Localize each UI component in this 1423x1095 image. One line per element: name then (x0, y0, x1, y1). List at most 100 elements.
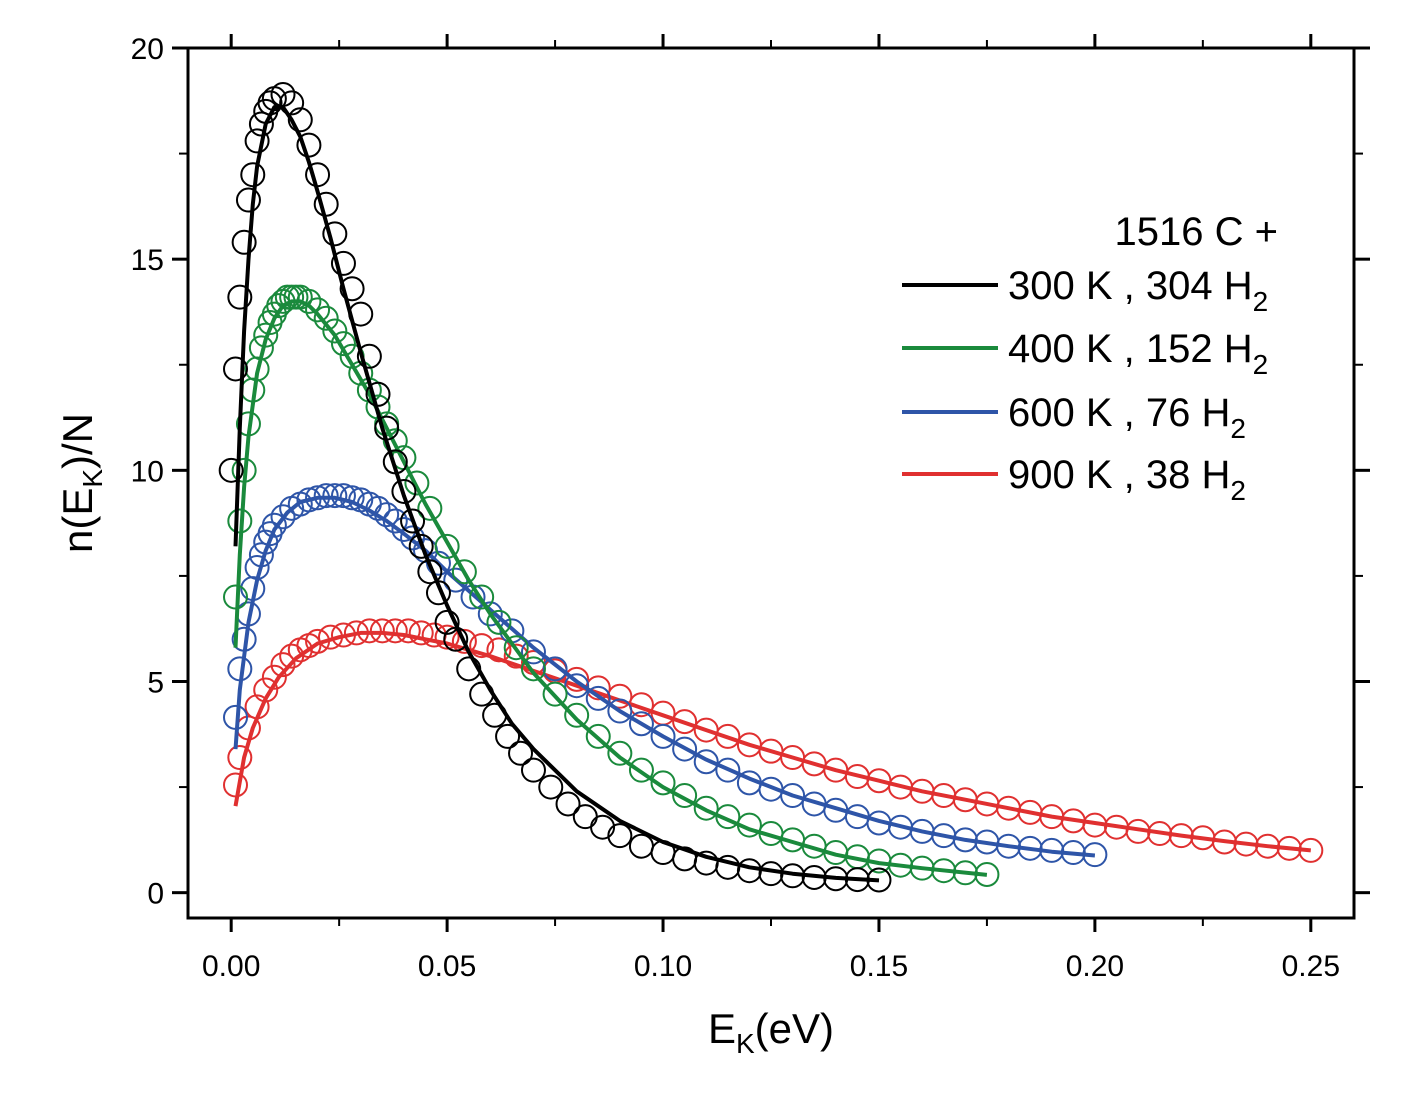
fit-line (233, 105, 880, 883)
data-point (227, 745, 253, 771)
data-point (227, 284, 253, 310)
data-point (715, 757, 741, 783)
x-axis-title-rest: (eV) (755, 1005, 834, 1052)
data-point (339, 276, 365, 302)
x-axis-title-main: E (708, 1005, 736, 1052)
data-point (495, 723, 521, 749)
plot-area (218, 81, 1324, 893)
data-point (503, 643, 529, 669)
legend-label: 600 K , 76 H2 (1008, 391, 1246, 444)
y-tick-label: 5 (147, 666, 164, 699)
data-point (313, 305, 339, 331)
data-point (520, 757, 546, 783)
series-2 (223, 483, 1108, 868)
data-point (555, 791, 581, 817)
data-point (693, 749, 719, 775)
data-point (693, 795, 719, 821)
data-point (408, 533, 434, 559)
data-point (434, 624, 460, 650)
data-point (305, 297, 331, 323)
fit-line (233, 299, 988, 877)
data-point (451, 559, 477, 585)
data-point (322, 318, 348, 344)
data-point (400, 508, 426, 534)
svg-text:EK(eV): EK(eV) (708, 1005, 834, 1059)
data-point (564, 673, 590, 699)
data-point (279, 90, 305, 116)
data-point (650, 723, 676, 749)
data-point (356, 618, 382, 644)
data-point (261, 512, 287, 538)
data-point (628, 711, 654, 737)
data-point (313, 483, 339, 509)
data-point (330, 331, 356, 357)
data-point (404, 470, 430, 496)
data-point (477, 601, 503, 627)
data-point (564, 666, 590, 692)
data-point (607, 740, 633, 766)
x-tick-label: 0.20 (1066, 950, 1124, 983)
data-point (520, 639, 546, 665)
legend-label: 400 K , 152 H2 (1008, 327, 1268, 380)
legend-title: 1516 C + (1115, 210, 1278, 254)
data-point (434, 609, 460, 635)
data-point (486, 609, 512, 635)
data-point (451, 628, 477, 654)
fit-line (233, 495, 1096, 858)
data-point (672, 709, 698, 735)
y-tick-label: 15 (131, 244, 164, 277)
data-point (564, 702, 590, 728)
data-point (266, 293, 292, 319)
data-point (542, 656, 568, 682)
y-axis-title-sub: K (77, 469, 108, 488)
data-point (235, 187, 261, 213)
data-point (469, 633, 495, 659)
data-point (590, 814, 616, 840)
data-point (650, 770, 676, 796)
data-point (585, 723, 611, 749)
data-point (503, 635, 529, 661)
data-point (607, 698, 633, 724)
x-tick-label: 0.10 (634, 950, 692, 983)
x-tick-label: 0.25 (1282, 950, 1340, 983)
data-point (296, 487, 322, 513)
data-point (218, 457, 244, 483)
data-point (287, 107, 313, 133)
legend-label: 300 K , 304 H2 (1008, 264, 1268, 317)
data-point (736, 858, 762, 884)
legend-label: 900 K , 38 H2 (1008, 453, 1246, 506)
data-point (270, 504, 296, 530)
data-point (672, 783, 698, 809)
x-tick-label: 0.05 (418, 950, 476, 983)
data-point (322, 483, 348, 509)
data-point (628, 833, 654, 859)
y-axis-title-post: )/N (54, 413, 101, 469)
data-point (240, 162, 266, 188)
x-axis-title-sub: K (736, 1028, 755, 1059)
data-point (408, 620, 434, 646)
series-3 (223, 618, 1324, 863)
data-point (417, 495, 443, 521)
data-point (434, 533, 460, 559)
data-point (395, 618, 421, 644)
data-point (382, 618, 408, 644)
y-axis-title: n(EK)/N (54, 413, 108, 553)
data-point (257, 90, 283, 116)
data-point (508, 740, 534, 766)
data-point (391, 478, 417, 504)
y-tick-label: 0 (147, 878, 164, 911)
data-point (538, 774, 564, 800)
data-point (400, 525, 426, 551)
data-point (369, 618, 395, 644)
x-axis-title: EK(eV) (708, 1005, 834, 1059)
data-point (542, 681, 568, 707)
data-point (628, 757, 654, 783)
data-point (780, 783, 806, 809)
data-point (715, 723, 741, 749)
data-point (223, 356, 249, 382)
data-point (486, 637, 512, 663)
data-point (607, 823, 633, 849)
fit-line (233, 630, 1311, 853)
data-point (520, 656, 546, 682)
